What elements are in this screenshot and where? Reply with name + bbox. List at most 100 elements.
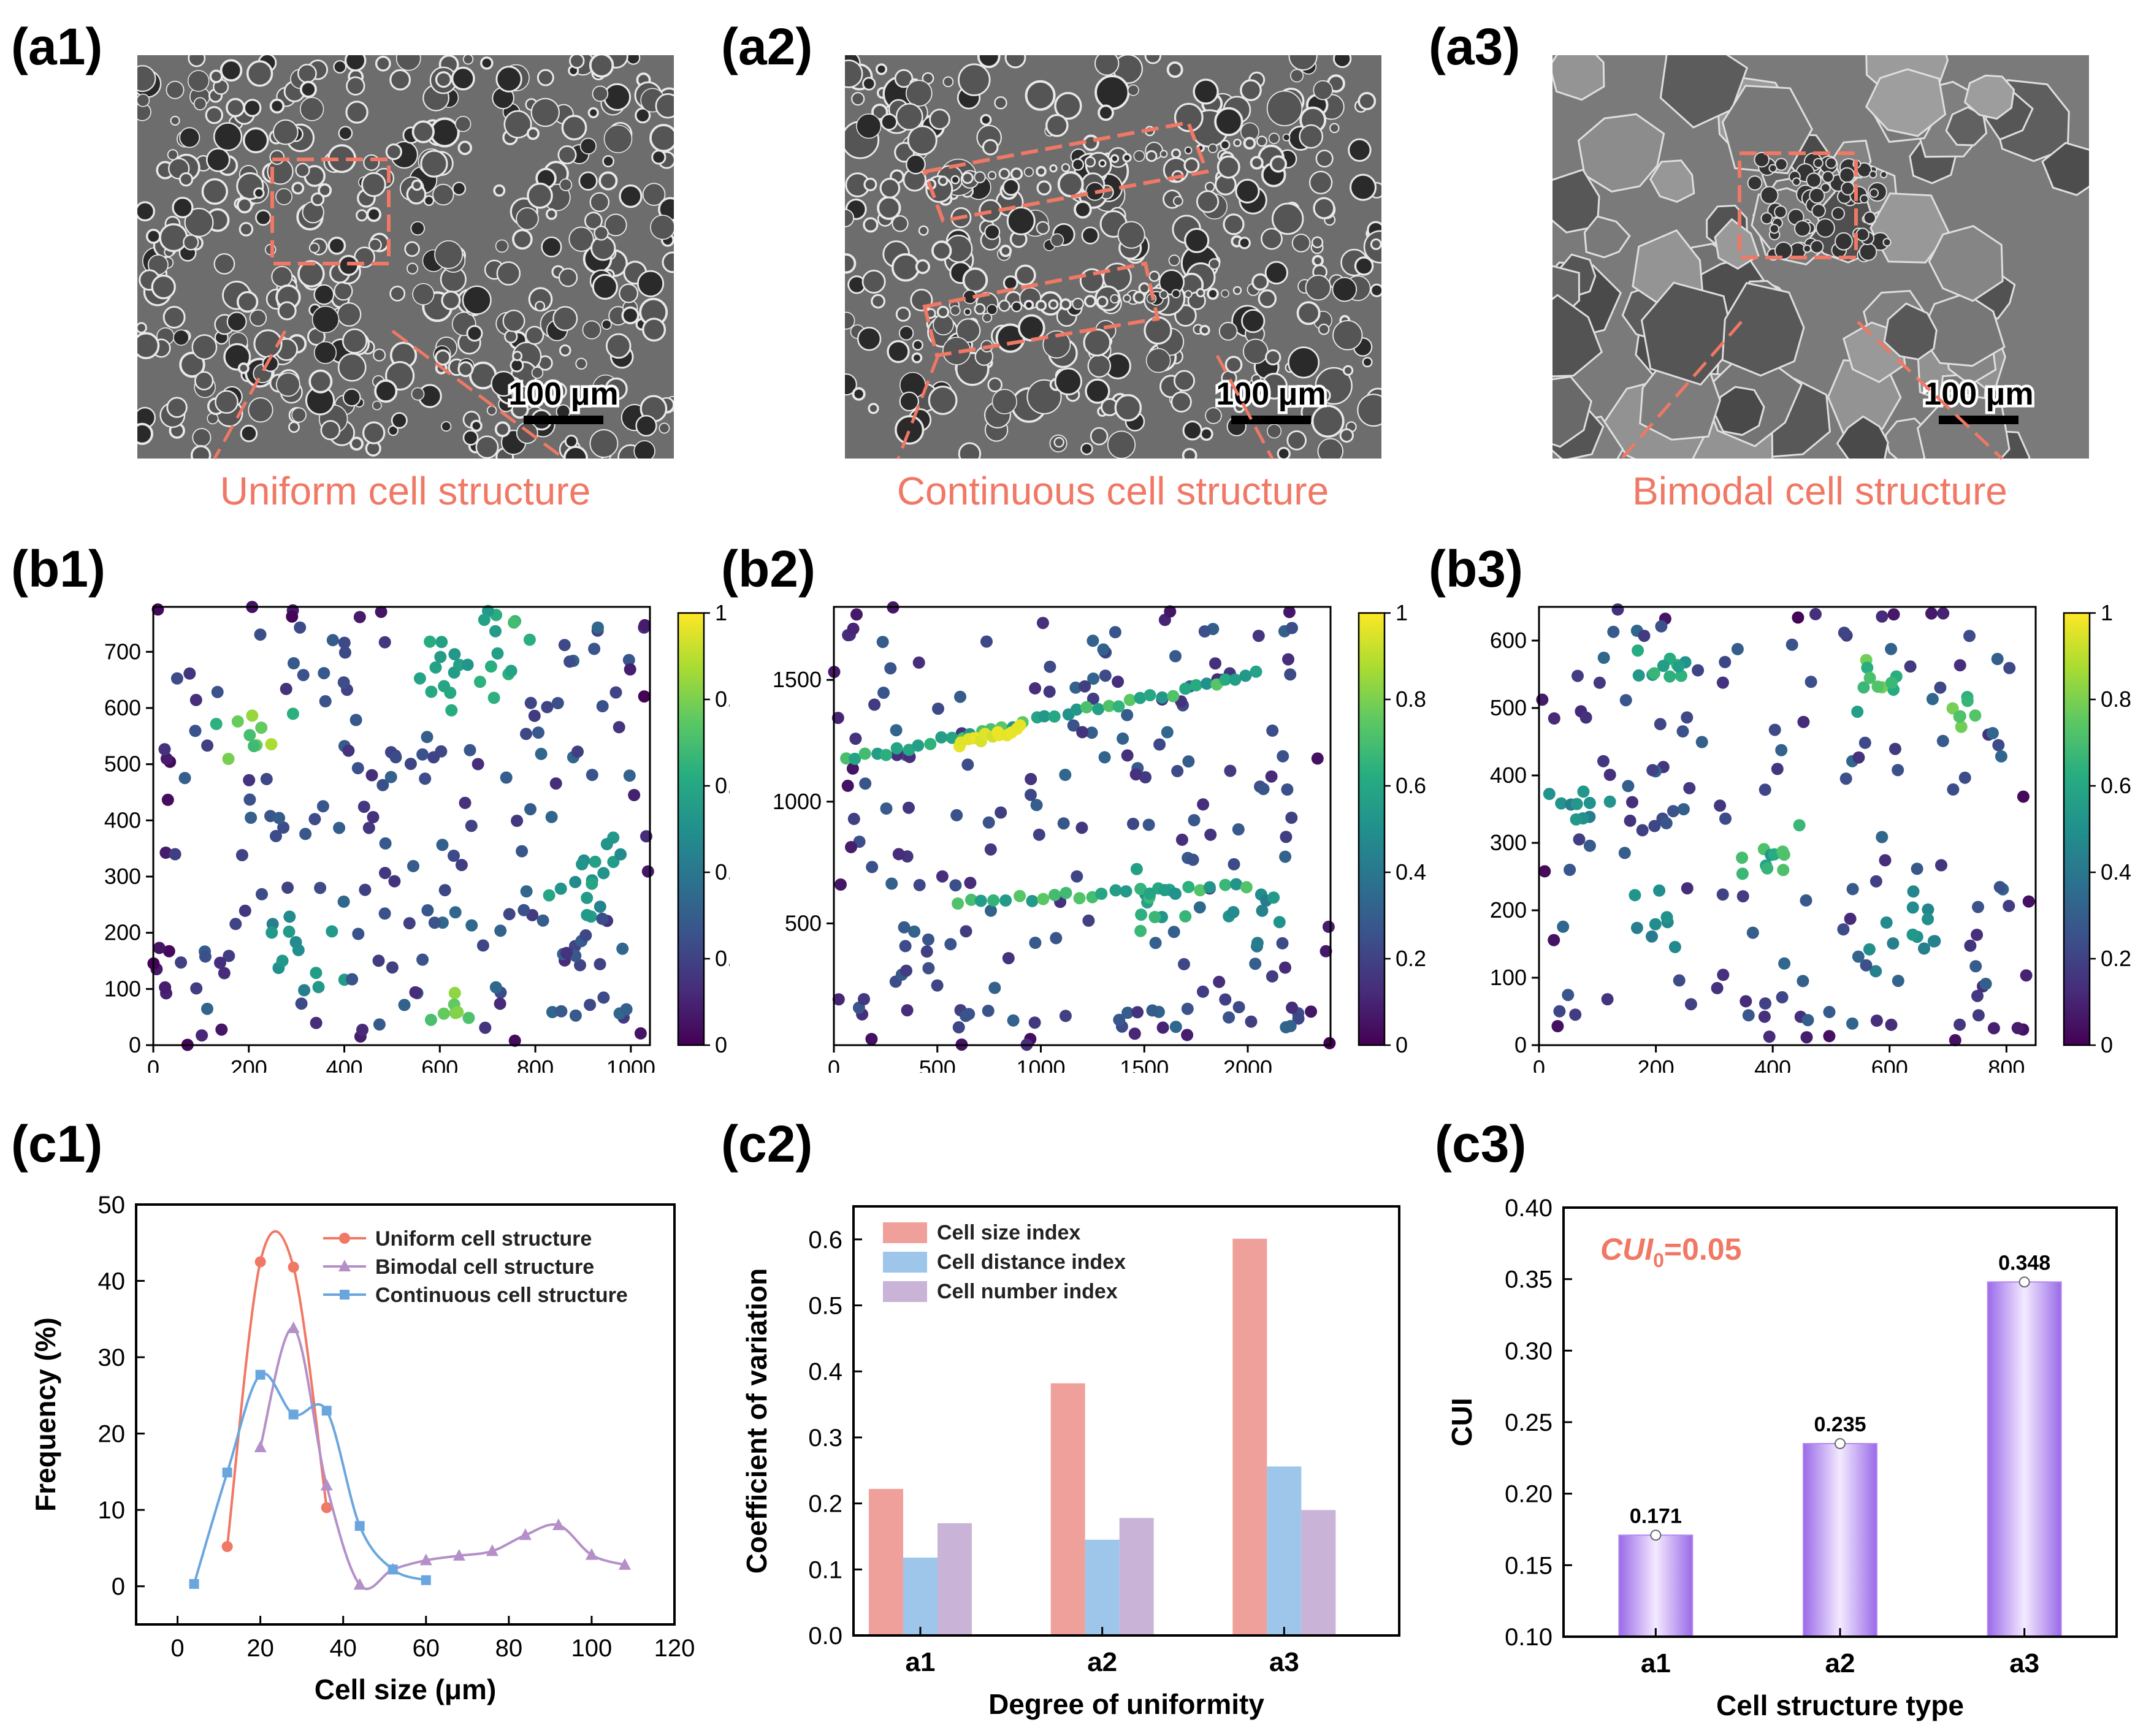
- sem-pore: [559, 178, 573, 191]
- sem-pore: [1288, 346, 1320, 379]
- sem-pore: [942, 76, 954, 88]
- scatter-point: [898, 921, 911, 934]
- sem-pore: [420, 150, 448, 178]
- sem-pore: [1094, 55, 1120, 76]
- sem-pore: [605, 333, 632, 359]
- scatter-point: [1844, 912, 1857, 925]
- scatter-point: [384, 771, 397, 783]
- scatter-point: [594, 957, 606, 970]
- scatter-point: [1953, 1018, 1966, 1031]
- sem-pore: [1050, 233, 1064, 247]
- scatter-point: [2017, 790, 2030, 803]
- y-tick-label: 500: [1490, 695, 1527, 720]
- scatter-point: [1087, 672, 1100, 685]
- sem-pore: [170, 115, 180, 126]
- sem-pore: [564, 435, 578, 449]
- scatter-point: [592, 621, 604, 634]
- scatter-point: [1167, 926, 1180, 938]
- sem-pore: [598, 171, 618, 191]
- y-tick-label: 0.4: [808, 1358, 842, 1385]
- scatter-point: [1071, 870, 1083, 883]
- scatter-point: [1648, 820, 1661, 832]
- scatter-point: [569, 1009, 582, 1022]
- scatter-point: [1611, 603, 1624, 616]
- colorbar: [2063, 612, 2091, 1046]
- sem-cell: [1552, 375, 1592, 448]
- x-tick-label: a1: [1641, 1648, 1671, 1678]
- sem-pore: [1083, 295, 1097, 308]
- y-tick-label: 0.5: [808, 1293, 842, 1320]
- sem-pore: [1172, 196, 1183, 207]
- sem-small-cell: [1747, 175, 1763, 191]
- sem-pore: [183, 234, 199, 251]
- scatter-point: [880, 748, 893, 761]
- scatter-point: [1742, 1009, 1755, 1022]
- scatter-b3: 0 200 400 600 800 0 100 200 300 400 500 600 0 0.2 0.4 0…: [1490, 600, 2131, 1073]
- sem-highlight-box: [270, 158, 391, 265]
- scatter-point: [1156, 1021, 1169, 1034]
- scatter-point: [243, 793, 256, 806]
- scatter-point: [1025, 772, 1037, 785]
- scatter-point: [1676, 725, 1689, 738]
- scatter-point: [270, 829, 282, 842]
- scatter-point: [1142, 818, 1155, 831]
- y-tick-label: 0.35: [1505, 1266, 1552, 1293]
- sem-small-cell: [1809, 188, 1825, 204]
- sem-pore: [344, 55, 367, 72]
- scatter-point: [1937, 607, 1950, 620]
- scatter-point: [849, 733, 862, 745]
- sem-pore: [1315, 150, 1334, 168]
- scatter-point: [596, 700, 609, 712]
- scatter-point: [908, 925, 921, 938]
- scatter-point: [1025, 788, 1037, 801]
- data-point: [254, 1441, 267, 1453]
- sem-pore: [633, 440, 655, 459]
- scatter-point: [1250, 665, 1262, 678]
- sem-pore: [1166, 61, 1183, 78]
- sem-pore: [1290, 69, 1304, 83]
- sem-pore: [662, 251, 674, 273]
- sem-pore: [495, 66, 522, 93]
- scatter-point: [243, 729, 256, 742]
- sem-pore: [226, 311, 247, 332]
- sem-pore: [366, 207, 382, 223]
- scatter-point: [831, 712, 844, 725]
- sem-pore: [950, 175, 960, 185]
- sem-pore: [1224, 356, 1243, 374]
- sem-pore: [589, 429, 619, 458]
- sem-pore: [535, 300, 546, 311]
- panel-label-a2: (a2): [721, 18, 813, 75]
- scatter-point: [1839, 772, 1852, 785]
- sem-pore: [373, 348, 386, 362]
- x-tick-label: 500: [919, 1056, 956, 1073]
- sem-pore: [423, 195, 435, 207]
- scatter-point: [1156, 691, 1169, 704]
- data-point: [254, 1256, 266, 1268]
- scatter-point: [353, 611, 366, 623]
- sem-pore: [1288, 55, 1318, 71]
- scatter-point: [912, 739, 925, 752]
- sem-pore: [880, 113, 898, 131]
- scatter-point: [1121, 1007, 1134, 1019]
- scatter-point: [1963, 630, 1976, 642]
- scatter-point: [215, 1023, 228, 1036]
- legend-swatch: [883, 1281, 927, 1302]
- data-point: [221, 1540, 233, 1552]
- sem-cell: [1928, 225, 2004, 302]
- scatter-point: [265, 738, 278, 751]
- scatter-point: [1144, 887, 1156, 900]
- scatter-point: [1622, 780, 1635, 793]
- scatter-point: [434, 650, 447, 663]
- scatter-point: [508, 1034, 521, 1047]
- sem-small-cell: [1841, 181, 1855, 196]
- sem-pore: [205, 147, 231, 172]
- scatter-point: [1736, 867, 1749, 880]
- sem-pore: [288, 421, 300, 433]
- scatter-point: [1823, 1030, 1836, 1043]
- scatter-point: [1776, 991, 1789, 1003]
- scatter-point: [1230, 878, 1243, 891]
- x-tick-label: 120: [654, 1635, 695, 1662]
- panel-label-c2: (c2): [721, 1115, 813, 1173]
- scatter-point: [1059, 1010, 1072, 1022]
- scatter-point: [1603, 795, 1616, 808]
